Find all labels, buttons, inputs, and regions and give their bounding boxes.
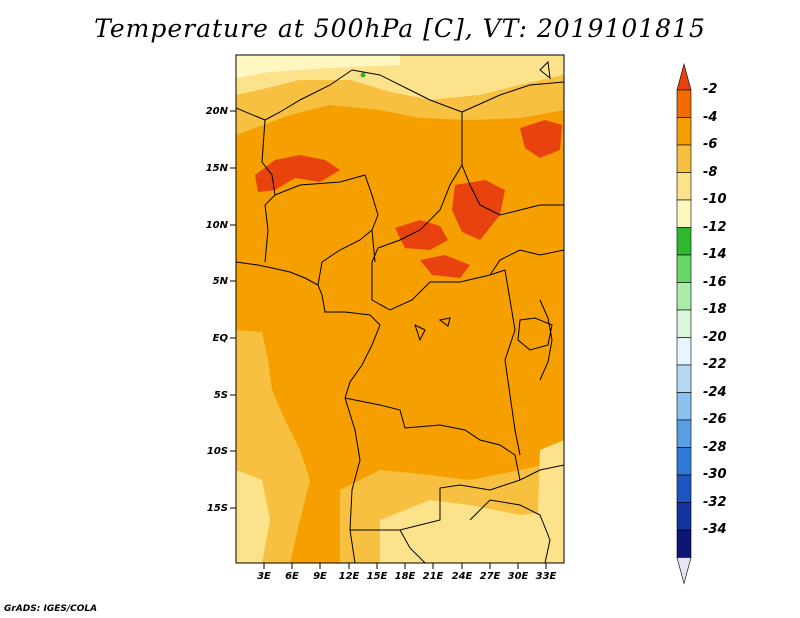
lat-tick: 15N <box>206 163 229 174</box>
colorbar-label: -8 <box>703 165 717 180</box>
lon-tick: 27E <box>480 571 501 582</box>
colorbar-label: -14 <box>703 247 727 262</box>
lon-tick: 15E <box>367 571 388 582</box>
colorbar-swatch <box>676 529 692 558</box>
lat-tick: 10S <box>207 446 228 457</box>
country-borders <box>236 60 564 563</box>
longitude-axis: 3E 6E 9E 12E 15E 18E 21E 24E 27E 30E 33E <box>257 563 557 582</box>
colorbar-label: -18 <box>703 302 727 317</box>
colorbar-swatch <box>676 474 692 503</box>
colorbar-label: -28 <box>703 440 727 455</box>
lat-tick: 5S <box>214 390 228 401</box>
colorbar-swatch <box>676 282 692 311</box>
colorbar-swatch <box>676 337 692 366</box>
colorbar-label: -22 <box>703 357 727 372</box>
lon-tick: 33E <box>536 571 557 582</box>
colorbar-label: -6 <box>703 137 717 152</box>
lat-tick: EQ <box>213 333 229 344</box>
lon-tick: 9E <box>313 571 327 582</box>
colorbar-swatch <box>676 309 692 338</box>
colorbar-label: -24 <box>703 385 727 400</box>
lat-tick: 20N <box>206 106 229 117</box>
colorbar-swatch <box>676 502 692 531</box>
lon-tick: 3E <box>257 571 271 582</box>
colorbar-swatch <box>676 364 692 393</box>
colorbar-label: -32 <box>703 495 727 510</box>
colorbar-swatch <box>676 227 692 256</box>
lon-tick: 12E <box>339 571 360 582</box>
grads-credit: GrADS: IGES/COLA <box>4 604 98 614</box>
lat-tick: 15S <box>207 503 228 514</box>
temperature-field <box>236 55 564 563</box>
cold-spot-marker <box>360 72 366 78</box>
colorbar-label: -30 <box>703 467 727 482</box>
chart-title: Temperature at 500hPa [C], VT: 201910181… <box>94 14 706 43</box>
colorbar-swatch <box>676 419 692 448</box>
lat-tick: 5N <box>213 276 229 287</box>
lon-tick: 18E <box>395 571 416 582</box>
colorbar <box>676 62 692 585</box>
colorbar-label: -16 <box>703 275 727 290</box>
colorbar-swatch <box>676 199 692 228</box>
colorbar-labels: -2 -4 -6 -8 -10 -12 -14 -16 -18 -20 -22 … <box>703 82 727 537</box>
colorbar-label: -4 <box>703 110 717 125</box>
map-frame <box>235 54 565 564</box>
lon-tick: 21E <box>423 571 444 582</box>
lon-tick: 24E <box>452 571 473 582</box>
lat-tick: 10N <box>206 220 229 231</box>
colorbar-swatch <box>676 117 692 146</box>
colorbar-label: -2 <box>703 82 717 97</box>
colorbar-swatch <box>676 62 692 91</box>
colorbar-label: -34 <box>703 522 727 537</box>
colorbar-label: -10 <box>703 192 727 207</box>
lon-tick: 6E <box>285 571 299 582</box>
colorbar-swatch <box>676 447 692 476</box>
colorbar-swatch <box>676 89 692 118</box>
colorbar-swatch <box>676 392 692 421</box>
colorbar-swatch <box>676 172 692 201</box>
latitude-axis: 20N 15N 10N 5N EQ 5S 10S 15S <box>206 106 236 514</box>
colorbar-label: -26 <box>703 412 727 427</box>
colorbar-label: -12 <box>703 220 727 235</box>
colorbar-swatch <box>676 254 692 283</box>
colorbar-swatch <box>676 144 692 173</box>
lon-tick: 30E <box>508 571 529 582</box>
colorbar-label: -20 <box>703 330 727 345</box>
colorbar-swatch <box>676 557 692 585</box>
